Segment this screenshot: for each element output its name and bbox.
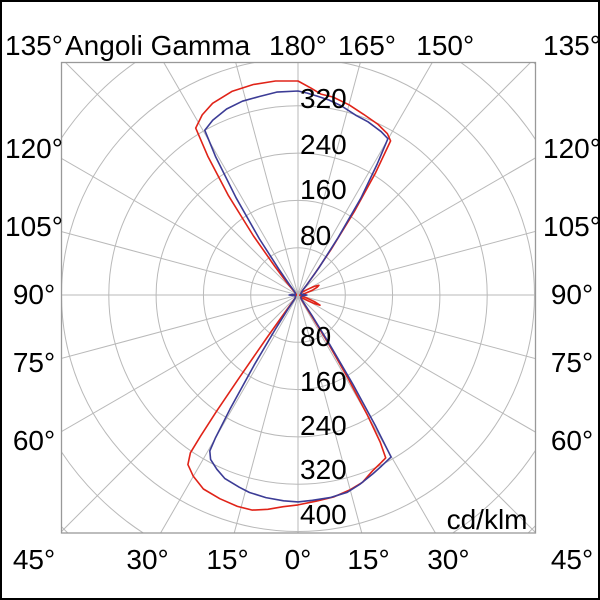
radial-tick-lower: 240 <box>300 409 347 441</box>
gamma-label: 135° <box>5 30 63 61</box>
grid-ray <box>61 294 299 433</box>
grid-ray <box>61 231 299 296</box>
grid-ray <box>297 294 536 433</box>
grid-ray <box>61 157 299 296</box>
gamma-label: 60° <box>550 425 594 457</box>
gamma-label: 0° <box>284 544 312 575</box>
plot-border <box>60 61 537 534</box>
grid-ray <box>297 62 361 296</box>
blue_curve <box>204 90 392 503</box>
radial-tick-upper: 320 <box>300 83 347 114</box>
curves <box>187 80 392 511</box>
chart-title: Angoli Gamma <box>65 30 251 61</box>
gamma-label: 30° <box>427 544 470 575</box>
grid-ray <box>297 230 536 296</box>
gamma-label: 120° <box>5 133 63 165</box>
gamma-label: 45° <box>12 544 56 575</box>
radial-tick-upper: 240 <box>300 128 347 160</box>
gamma-label: 30° <box>126 544 169 575</box>
gamma-label: 150° <box>416 30 475 61</box>
gamma-label: 60° <box>12 424 56 456</box>
radial-tick-lower: 400 <box>300 498 347 530</box>
radial-tick-lower: 160 <box>300 365 347 397</box>
grid-ray <box>61 294 299 359</box>
grid-ray <box>297 294 536 533</box>
gamma-label: 90° <box>550 279 594 310</box>
grid-ray <box>61 294 299 533</box>
grid-ray <box>64 62 299 296</box>
grid-ray <box>297 157 536 296</box>
grid-ray <box>297 62 532 296</box>
gamma-label: 15° <box>347 544 390 575</box>
grid-ray <box>297 294 363 533</box>
gamma-label: 90° <box>12 279 56 310</box>
radial-tick-lower: 320 <box>300 454 347 486</box>
radial-tick-upper: 160 <box>300 174 347 205</box>
gamma-label: 120° <box>543 132 600 164</box>
gamma-label: 135° <box>543 30 600 61</box>
radial-tick-upper: 80 <box>300 219 332 251</box>
gamma-label: 75° <box>12 347 56 379</box>
gamma-label: 45° <box>550 544 594 575</box>
grid-ray <box>297 294 536 360</box>
grid-ray <box>235 62 299 296</box>
gamma-label: 180° <box>269 30 327 61</box>
gamma-label: 165° <box>338 30 396 61</box>
gamma-label: 75° <box>550 347 594 379</box>
gamma-label: 105° <box>5 210 63 242</box>
gamma-label: 15° <box>206 544 249 575</box>
gamma-label: 105° <box>543 210 600 242</box>
radial-tick-lower: 80 <box>300 321 332 353</box>
grid-ray <box>233 294 299 533</box>
unit-label: cd/klm <box>446 504 528 535</box>
